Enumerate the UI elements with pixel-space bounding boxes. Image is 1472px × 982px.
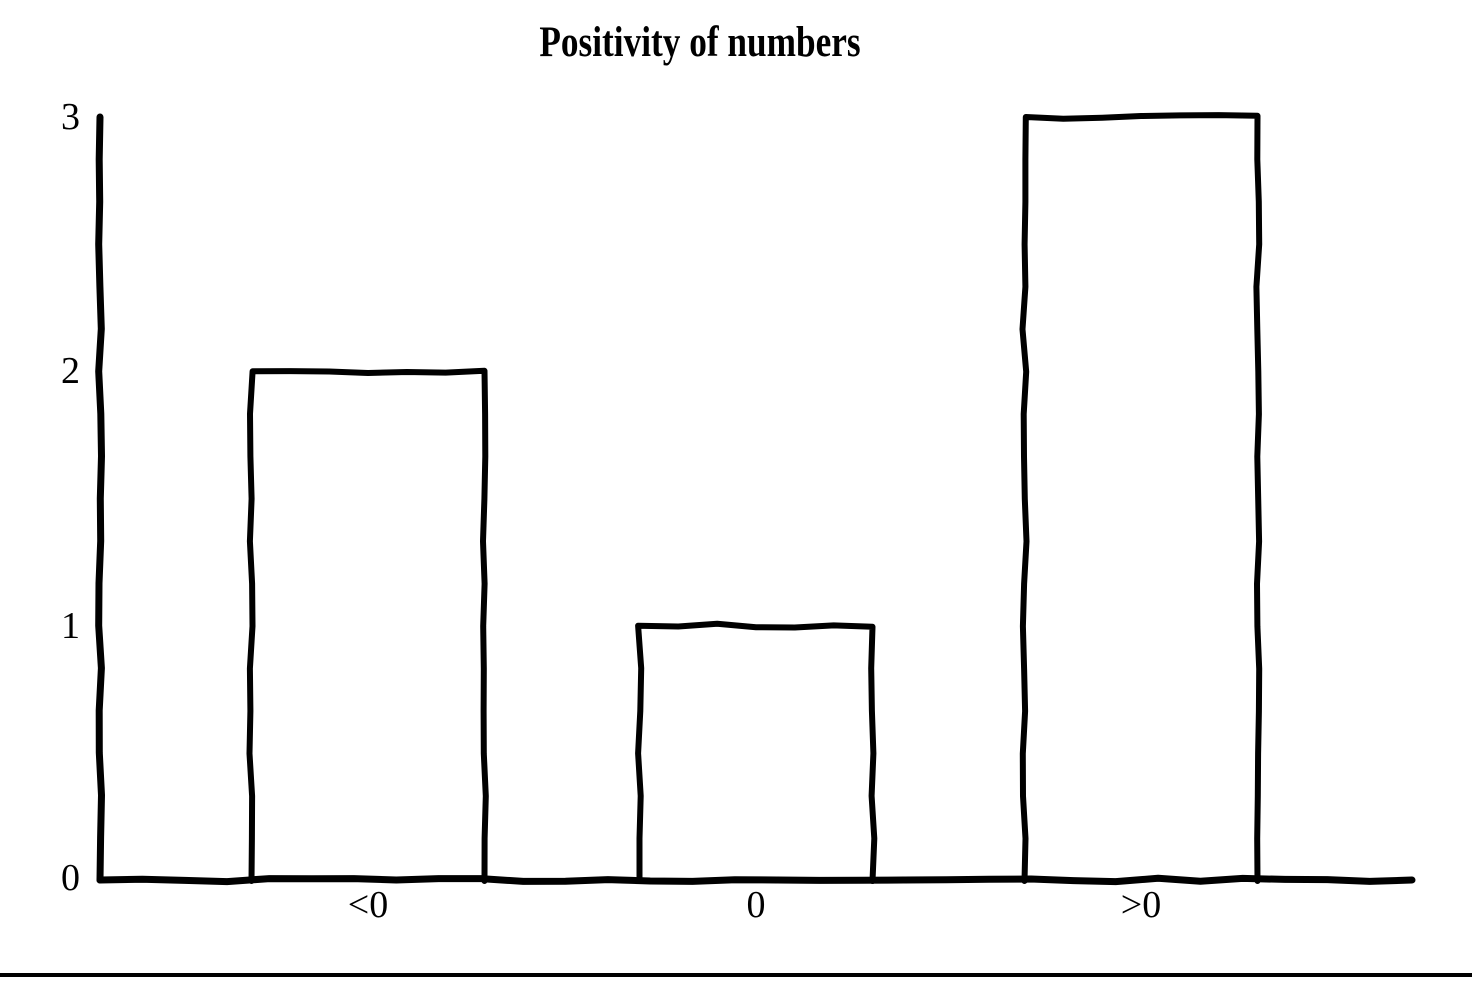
bar-zero [635,620,878,884]
x-tick-label-positive: >0 [1120,884,1162,926]
x-tick-label-negative: <0 [347,884,389,926]
y-tick-label-1: 1 [61,605,80,647]
bar-positive [1019,112,1263,884]
y-tick-label-2: 2 [61,350,80,392]
y-tick-label-3: 3 [61,96,80,138]
bar-negative [246,367,489,884]
chart-title: Positivity of numbers [539,19,861,66]
x-axis-line [96,874,1416,886]
bottom-border-line [0,973,1472,977]
y-tick-label-0: 0 [61,857,80,899]
x-tick-label-zero: 0 [746,884,766,926]
y-axis-line [95,113,105,884]
